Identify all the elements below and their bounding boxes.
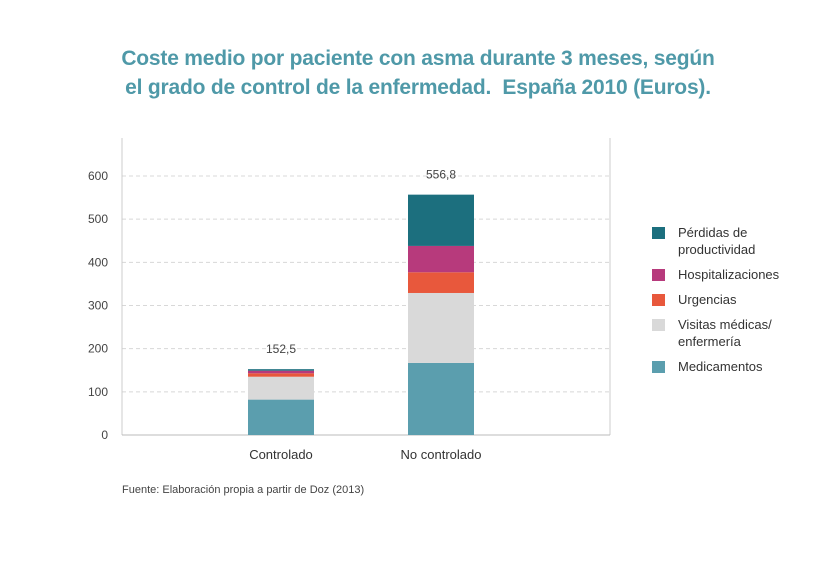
bar-segment: [408, 272, 474, 293]
x-category-label: Controlado: [249, 447, 313, 462]
bar-segment: [408, 245, 474, 273]
legend-item: Urgencias: [652, 291, 832, 308]
bar-total-label: 152,5: [266, 342, 296, 356]
legend-swatch: [652, 227, 665, 239]
chart-title-line-2: el grado de control de la enfermedad. Es…: [125, 76, 711, 99]
bar-total-label: 556,8: [426, 168, 456, 182]
y-tick-label: 200: [88, 342, 108, 356]
bar-segment: [248, 369, 314, 371]
y-tick-label: 400: [88, 255, 108, 269]
bar-segment: [408, 292, 474, 363]
legend-label: Hospitalizaciones: [678, 267, 780, 282]
y-tick-labels: 0 100 200 300 400 500 600: [88, 169, 108, 442]
bar-segment: [248, 399, 314, 435]
bar-segment: [248, 370, 314, 374]
legend-label: Pérdidas de: [678, 225, 748, 240]
y-tick-label: 0: [101, 428, 108, 442]
y-tick-label: 300: [88, 299, 108, 313]
source-note: Fuente: Elaboración propia a partir de D…: [122, 484, 365, 496]
legend-label: productividad: [678, 242, 756, 257]
legend-swatch: [652, 319, 665, 331]
bar-labels: 152,5 Controlado 556,8 No controlado: [249, 168, 481, 462]
legend-item: Pérdidas de productividad: [652, 224, 832, 258]
legend-swatch: [652, 361, 665, 373]
grid-layer: [122, 175, 610, 393]
legend-label: Medicamentos: [678, 359, 763, 374]
x-category-label: No controlado: [401, 447, 482, 462]
bar-segment: [248, 376, 314, 400]
bar-segment: [408, 362, 474, 435]
y-tick-label: 600: [88, 169, 108, 183]
legend-swatch: [652, 294, 665, 306]
bar-segment: [408, 194, 474, 246]
legend-label: Urgencias: [678, 292, 737, 307]
y-tick-label: 100: [88, 385, 108, 399]
legend-label: Visitas médicas/: [678, 317, 772, 332]
legend-swatch: [652, 269, 665, 281]
chart-title: Coste medio por paciente con asma durant…: [0, 44, 836, 102]
legend-label: enfermería: [678, 334, 741, 349]
y-tick-label: 500: [88, 212, 108, 226]
legend: Pérdidas de productividad Hospitalizacione…: [652, 224, 832, 383]
bars: [248, 194, 474, 435]
legend-item: Visitas médicas/enfermería: [652, 316, 832, 350]
chart-title-line-1: Coste medio por paciente con asma durant…: [121, 47, 715, 70]
legend-item: Medicamentos: [652, 358, 832, 375]
bar-segment: [248, 373, 314, 377]
legend-item: Hospitalizaciones: [652, 266, 832, 283]
